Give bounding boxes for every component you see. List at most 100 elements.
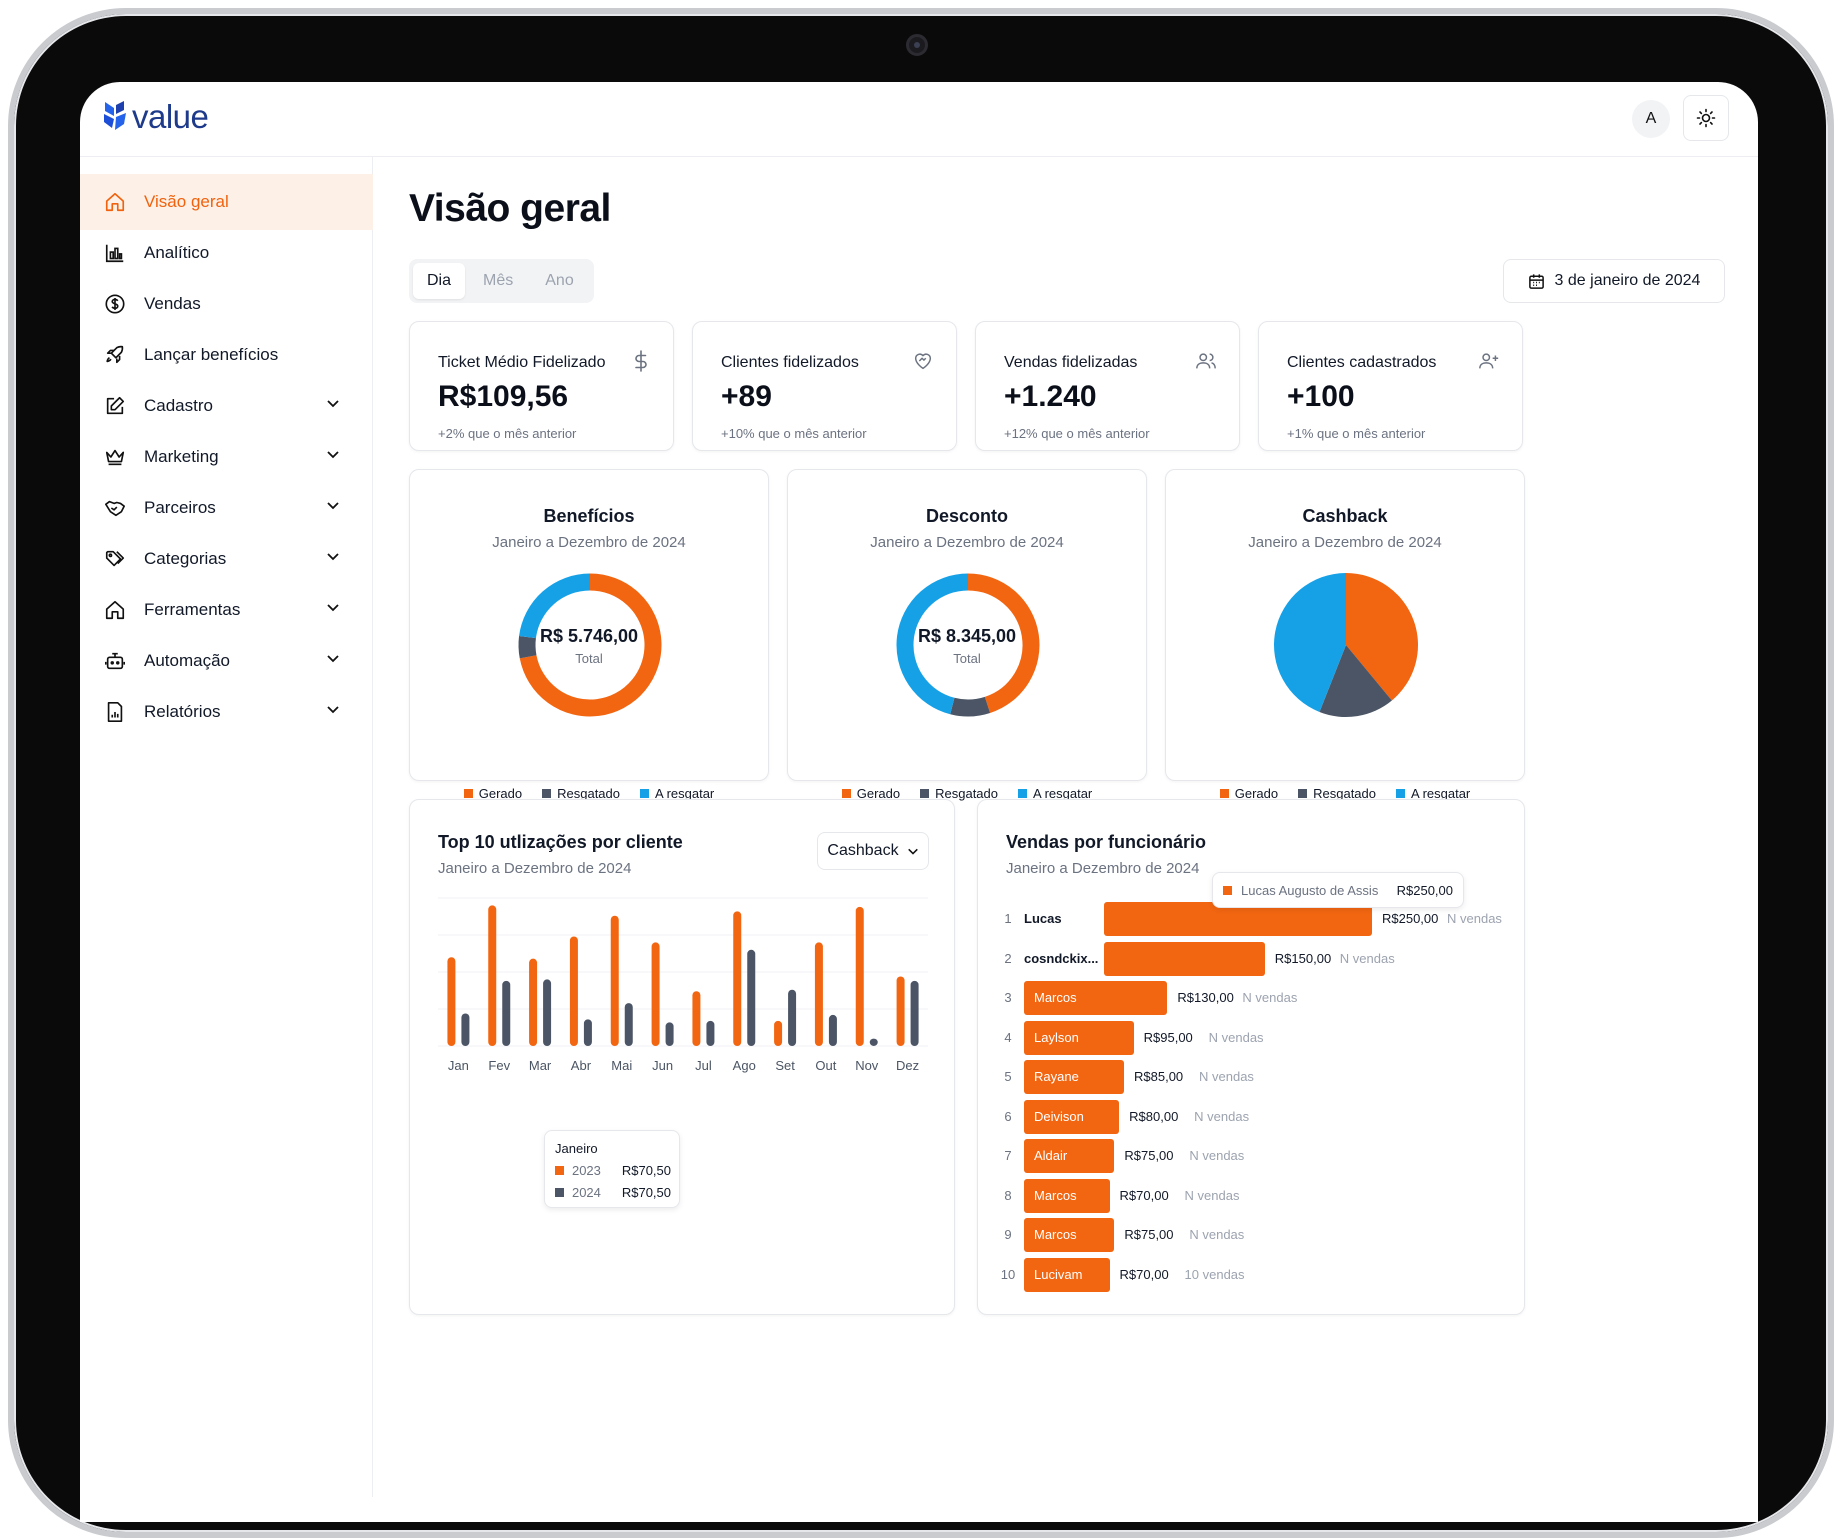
employee-bar [1024,1099,1120,1134]
logo[interactable]: value [102,98,209,136]
bar-ago-2023 [733,911,742,1046]
tooltip-row: 2023 R$70,50 [555,1163,671,1178]
sidebar-item-cadastro[interactable]: Cadastro [80,378,373,434]
stat-card-vendas-fidelizadas: Vendas fidelizadas +1.240 +12% que o mês… [975,321,1240,451]
type-select[interactable]: Cashback [817,832,929,870]
employee-row[interactable]: 8 Marcos R$70,00 N vendas [978,1178,1524,1213]
sidebar-item-categorias[interactable]: Categorias [80,531,373,587]
employee-name: Deivison [1034,1108,1084,1124]
tooltip-year: 2024 [571,1185,601,1200]
bar-jan-2023 [447,957,456,1046]
date-label: 3 de janeiro de 2024 [1554,272,1701,289]
employee-rank: 3 [1004,990,1012,1005]
sidebar-item-vendas[interactable]: Vendas [80,276,373,332]
employee-row[interactable]: 3 Marcos R$130,00 N vendas [978,981,1524,1015]
sidebar-item-parceiros[interactable]: Parceiros [80,480,373,536]
bar-abr-2024 [583,1019,592,1046]
employee-bar [1024,1139,1115,1173]
app-screen: value A Visão geral Analítico Vendas Lan… [80,82,1758,1522]
employee-value: R$80,00 [1129,1108,1179,1124]
tooltip-row: 2024 R$70,50 [555,1185,671,1200]
chart-card-beneficios: Benefícios Janeiro a Dezembro de 2024 R$… [409,469,769,801]
bar-set-2023 [774,1020,783,1046]
sidebar-item-lancar-beneficios[interactable]: Lançar benefícios [80,327,373,383]
legend-a-resgatar: A resgatar [1396,786,1470,801]
user-avatar[interactable]: A [1632,100,1670,138]
employee-value: R$70,00 [1119,1266,1169,1282]
dollar-icon [102,291,128,317]
donut-total-label: Total [575,651,603,666]
employee-row[interactable]: 9 Marcos R$75,00 N vendas [978,1218,1524,1252]
sidebar-item-analitico[interactable]: Analítico [80,225,373,281]
main-content: Visão geral Dia Mês Ano 3 de janeiro de … [373,157,1758,1522]
bar-out-2024 [828,1014,837,1046]
employee-rank: 4 [1004,1029,1012,1045]
select-value: Cashback [827,842,899,859]
bar-out-2023 [814,942,823,1046]
employee-value: R$130,00 [1177,990,1234,1005]
employee-row[interactable]: 6 Deivison R$80,00 N vendas [978,1099,1524,1134]
employee-row[interactable]: 10 Lucivam R$70,00 10 vendas [978,1257,1524,1292]
employee-name: cosndckix... [1024,950,1099,966]
sidebar-item-visao-geral[interactable]: Visão geral [80,174,373,230]
chevron-down-icon [327,604,339,612]
stat-value: +1.240 [1004,380,1097,413]
chart-subtitle: Janeiro a Dezembro de 2024 [1248,534,1442,551]
chart-subtitle: Janeiro a Dezembro de 2024 [492,534,686,551]
chart-subtitle: Janeiro a Dezembro de 2024 [870,534,1064,551]
sidebar-item-label: Analítico [144,243,210,262]
bar-mai-2023 [610,915,619,1046]
bar-fev-2024 [502,980,511,1046]
x-tick-label: Mar [529,1058,552,1073]
home-icon [102,597,128,623]
donut-total: R$ 8.345,00 [917,626,1017,646]
x-tick-label: Jan [448,1058,469,1073]
employee-row[interactable]: 5 Rayane R$85,00 N vendas [978,1060,1524,1094]
tags-icon [102,546,128,572]
dollar-sign-icon [635,350,647,372]
chart-card-desconto: Desconto Janeiro a Dezembro de 2024 R$ 8… [787,469,1147,801]
tab-ano[interactable]: Ano [545,272,574,289]
sidebar-item-ferramentas[interactable]: Ferramentas [80,582,373,638]
logo-icon [104,101,126,130]
chart-icon [102,240,128,266]
date-picker-button[interactable]: 3 de janeiro de 2024 [1503,259,1725,303]
sidebar-item-label: Parceiros [144,498,216,517]
bar-mar-2024 [543,979,552,1046]
sidebar-item-automacao[interactable]: Automação [80,633,373,689]
stat-value: +89 [721,380,772,413]
slice-resgatado [1319,645,1392,717]
employee-rank: 9 [1004,1227,1012,1242]
tab-dia[interactable]: Dia [413,263,466,299]
employee-name: Aldair [1034,1148,1068,1163]
legend-label: A resgatar [655,786,715,801]
legend-label: Gerado [856,786,901,801]
chevron-down-icon [327,502,339,510]
stat-change: +1% que o mês anterior [1287,426,1426,441]
tab-mes[interactable]: Mês [483,272,514,289]
employee-row[interactable]: 7 Aldair R$75,00 N vendas [978,1139,1524,1173]
employee-rank: 8 [1004,1187,1012,1203]
bar-jul-2023 [692,991,701,1046]
chevron-down-icon [327,706,339,714]
legend-label: Resgatado [1313,786,1376,801]
chevron-down-icon [327,400,339,408]
employee-row[interactable]: 4 Laylson R$95,00 N vendas [978,1020,1524,1055]
employee-value: R$70,00 [1119,1187,1169,1203]
employee-row[interactable]: 1 Lucas R$250,00 N vendas [978,902,1524,936]
donut-chart-desconto [896,573,1040,717]
sidebar-item-relatorios[interactable]: Relatórios [80,684,373,740]
x-tick-label: Nov [855,1058,879,1073]
theme-toggle-button[interactable] [1683,95,1729,141]
sidebar: Visão geral Analítico Vendas Lançar bene… [80,157,373,1497]
sidebar-item-label: Ferramentas [144,600,241,619]
employee-bar [1024,1218,1115,1252]
bar-ago-2024 [747,949,756,1046]
tooltip-value: R$70,50 [621,1163,671,1178]
employee-row[interactable]: 2 cosndckix... R$150,00 N vendas [978,941,1524,976]
sidebar-item-label: Cadastro [144,396,213,415]
sidebar-item-marketing[interactable]: Marketing [80,429,373,485]
donut-total: R$ 5.746,00 [539,626,639,646]
tooltip-name: Lucas Augusto de Assis [1241,882,1379,898]
sidebar-item-label: Categorias [144,549,227,568]
